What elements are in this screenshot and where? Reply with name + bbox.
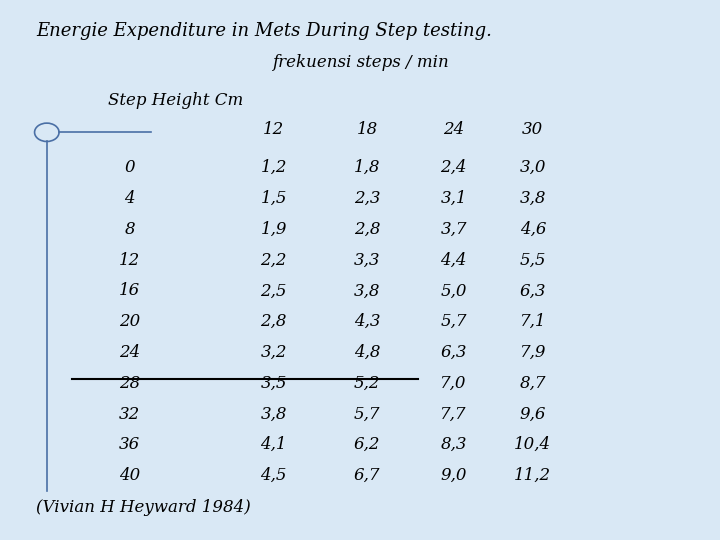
Text: 3,5: 3,5: [261, 375, 287, 392]
Text: 36: 36: [119, 436, 140, 453]
Text: 0: 0: [125, 159, 135, 176]
Text: 4,4: 4,4: [441, 252, 467, 268]
Text: 2,3: 2,3: [354, 190, 380, 207]
Text: 32: 32: [119, 406, 140, 422]
Text: 5,2: 5,2: [354, 375, 380, 392]
Text: 12: 12: [119, 252, 140, 268]
Text: 3,1: 3,1: [441, 190, 467, 207]
Text: 3,2: 3,2: [261, 344, 287, 361]
Text: 1,5: 1,5: [261, 190, 287, 207]
Text: 12: 12: [263, 122, 284, 138]
Text: 3,7: 3,7: [441, 221, 467, 238]
Text: 5,5: 5,5: [520, 252, 546, 268]
Text: 4,1: 4,1: [261, 436, 287, 453]
Text: 4,3: 4,3: [354, 313, 380, 330]
Text: 30: 30: [522, 122, 544, 138]
Text: Step Height Cm: Step Height Cm: [108, 92, 243, 109]
Text: 7,0: 7,0: [441, 375, 467, 392]
Text: 3,8: 3,8: [261, 406, 287, 422]
Text: 1,2: 1,2: [261, 159, 287, 176]
Text: frekuensi steps / min: frekuensi steps / min: [271, 54, 449, 71]
Text: 4,5: 4,5: [261, 467, 287, 484]
Text: 8,7: 8,7: [520, 375, 546, 392]
Text: 5,7: 5,7: [354, 406, 380, 422]
Text: 2,4: 2,4: [441, 159, 467, 176]
Text: 3,3: 3,3: [354, 252, 380, 268]
Text: 7,1: 7,1: [520, 313, 546, 330]
Text: 2,8: 2,8: [354, 221, 380, 238]
Text: 16: 16: [119, 282, 140, 299]
Text: 6,2: 6,2: [354, 436, 380, 453]
Text: 3,8: 3,8: [520, 190, 546, 207]
Text: 8: 8: [125, 221, 135, 238]
Text: 40: 40: [119, 467, 140, 484]
Text: 7,9: 7,9: [520, 344, 546, 361]
Text: 3,8: 3,8: [354, 282, 380, 299]
Text: 5,0: 5,0: [441, 282, 467, 299]
Text: 20: 20: [119, 313, 140, 330]
Text: 6,3: 6,3: [520, 282, 546, 299]
Text: 10,4: 10,4: [514, 436, 552, 453]
Text: 4,6: 4,6: [520, 221, 546, 238]
Text: 4: 4: [125, 190, 135, 207]
Text: 11,2: 11,2: [514, 467, 552, 484]
Text: 6,7: 6,7: [354, 467, 380, 484]
Text: 18: 18: [356, 122, 378, 138]
Text: 8,3: 8,3: [441, 436, 467, 453]
Text: 2,5: 2,5: [261, 282, 287, 299]
Text: 6,3: 6,3: [441, 344, 467, 361]
Text: 5,7: 5,7: [441, 313, 467, 330]
Text: 9,0: 9,0: [441, 467, 467, 484]
Text: Energie Expenditure in Mets During Step testing.: Energie Expenditure in Mets During Step …: [36, 22, 492, 39]
Text: 1,8: 1,8: [354, 159, 380, 176]
Text: 7,7: 7,7: [441, 406, 467, 422]
Text: 2,2: 2,2: [261, 252, 287, 268]
Text: 3,0: 3,0: [520, 159, 546, 176]
Text: 24: 24: [443, 122, 464, 138]
Text: 1,9: 1,9: [261, 221, 287, 238]
Text: (Vivian H Heyward 1984): (Vivian H Heyward 1984): [36, 500, 251, 516]
Text: 24: 24: [119, 344, 140, 361]
Text: 2,8: 2,8: [261, 313, 287, 330]
Text: 28: 28: [119, 375, 140, 392]
Text: 9,6: 9,6: [520, 406, 546, 422]
Text: 4,8: 4,8: [354, 344, 380, 361]
